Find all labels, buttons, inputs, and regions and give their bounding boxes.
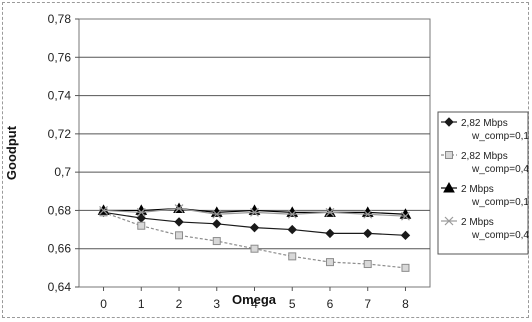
data-point [249, 222, 260, 233]
y-tick-labels: 0,64 0,66 0,68 0,7 0,72 0,74 0,76 0,78 [48, 12, 72, 294]
data-point [137, 221, 146, 230]
data-point [212, 237, 221, 246]
x-tick-label: 6 [327, 297, 334, 311]
y-tick-label: 0,76 [48, 50, 72, 64]
legend-label: 2,82 Mbps [461, 151, 508, 162]
x-tick-label: 1 [138, 297, 145, 311]
x-tick-label: 5 [289, 297, 296, 311]
data-point [136, 207, 146, 217]
x-tick-label: 4 [251, 297, 258, 311]
data-point [288, 252, 297, 261]
data-point [212, 209, 222, 219]
y-axis-label: Goodput [4, 125, 19, 180]
data-point [174, 217, 184, 227]
series-group [97, 202, 412, 272]
legend-marker [443, 181, 455, 193]
x-tick-label: 3 [213, 297, 220, 311]
data-point [212, 219, 222, 229]
y-tick-label: 0,68 [48, 203, 72, 217]
legend-label: 2 Mbps [461, 217, 494, 228]
plot-area [78, 18, 431, 288]
data-point [175, 231, 184, 240]
x-axis-label: Omega [232, 292, 277, 307]
series-4 [99, 204, 410, 221]
data-point [363, 228, 373, 239]
x-tick-label: 0 [100, 297, 107, 311]
legend-entry: 2 Mbps w_comp=0,4 [441, 216, 529, 241]
legend-entry: 2,82 Mbps w_comp=0,1 [441, 117, 529, 142]
data-point [287, 209, 297, 219]
y-tick-label: 0,64 [48, 280, 72, 294]
data-point [287, 224, 297, 235]
data-point [325, 258, 334, 267]
legend-label: w_comp=0,1 [471, 197, 529, 208]
legend-box [437, 111, 529, 255]
x-tick-labels: 0 1 2 3 4 5 6 7 8 [100, 287, 409, 311]
legend-entry: 2,82 Mbps w_comp=0,4 [441, 151, 529, 175]
data-point [401, 263, 410, 272]
legend-label: 2,82 Mbps [461, 118, 508, 129]
data-point [401, 211, 410, 221]
legend-marker [445, 151, 453, 159]
legend-label: w_comp=0,4 [471, 164, 529, 175]
data-point [363, 209, 373, 219]
data-point [250, 207, 259, 217]
legend-marker [444, 117, 454, 127]
data-point [174, 204, 184, 213]
legend-label: w_comp=0,4 [471, 230, 529, 241]
data-point [363, 260, 372, 269]
legend-entry: 2 Mbps w_comp=0,1 [441, 181, 529, 208]
legend-label: 2 Mbps [461, 184, 494, 195]
data-point [325, 207, 335, 217]
y-tick-label: 0,78 [48, 12, 72, 26]
data-point [400, 230, 411, 241]
y-tick-label: 0,74 [48, 89, 72, 103]
x-tick-label: 2 [176, 297, 183, 311]
x-tick-label: 7 [364, 297, 371, 311]
y-tick-label: 0,66 [48, 242, 72, 256]
data-point [325, 228, 335, 239]
data-point [99, 206, 108, 215]
data-point [250, 244, 259, 253]
legend-marker [444, 216, 454, 226]
x-tick-label: 8 [402, 297, 409, 311]
y-tick-label: 0,7 [54, 165, 71, 179]
legend-label: w_comp=0,1 [471, 131, 529, 142]
y-tick-label: 0,72 [48, 127, 72, 141]
